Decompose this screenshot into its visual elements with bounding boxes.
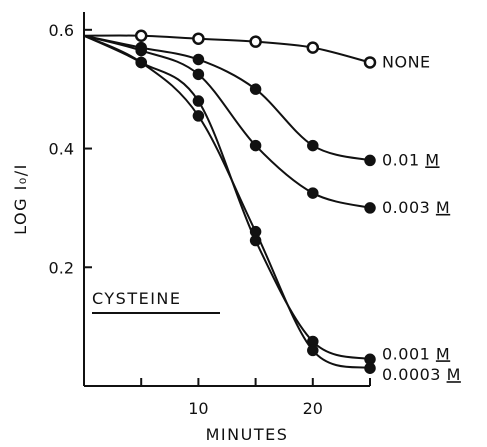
unit-label: M	[436, 198, 450, 217]
series-layer	[83, 29, 377, 374]
data-point	[192, 95, 205, 107]
series-line	[83, 34, 371, 370]
data-point	[306, 41, 320, 54]
series-label: NONE	[382, 52, 431, 71]
series-label: 0.0003 M	[382, 365, 461, 384]
data-point	[249, 139, 262, 152]
data-point	[307, 344, 319, 357]
data-point	[135, 56, 147, 69]
y-axis-label: LOG I₀/I	[11, 163, 30, 235]
series-line	[83, 34, 371, 361]
cysteine-label: CYSTEINE	[92, 289, 182, 308]
data-point	[249, 225, 262, 238]
y-tick-label: 0.4	[49, 140, 74, 159]
data-point	[192, 53, 205, 66]
series-line	[83, 34, 371, 209]
data-point	[134, 29, 148, 42]
data-point	[364, 362, 376, 374]
data-point	[364, 154, 376, 167]
data-point	[249, 83, 262, 95]
x-tick-label: 10	[188, 399, 208, 418]
series-line	[83, 34, 371, 64]
data-point	[363, 56, 377, 69]
data-point	[249, 35, 262, 48]
axes: 0.2 0.4 0.6 10 20	[49, 12, 371, 418]
series-NONE	[83, 29, 377, 69]
unit-label: M	[436, 344, 450, 363]
data-point	[192, 68, 205, 81]
series-0-003	[83, 34, 376, 214]
series-label: 0.01 M	[382, 150, 440, 169]
data-point	[307, 139, 319, 152]
unit-label: M	[425, 150, 439, 169]
labels-layer: NONE 0.01 M 0.003 M 0.001 M 0.0003 M	[382, 52, 461, 384]
series-label: 0.001 M	[382, 344, 450, 363]
y-tick-label: 0.2	[49, 258, 74, 277]
series-0-0003	[83, 34, 376, 374]
data-point	[192, 110, 205, 122]
y-tick-label: 0.6	[49, 21, 74, 40]
data-point	[364, 202, 376, 214]
data-point	[192, 32, 205, 45]
data-point	[135, 44, 147, 57]
unit-label: M	[447, 365, 461, 384]
series-label: 0.003 M	[382, 198, 450, 217]
x-axis-label: MINUTES	[206, 425, 289, 444]
data-point	[307, 187, 319, 199]
x-tick-label: 20	[303, 399, 323, 418]
